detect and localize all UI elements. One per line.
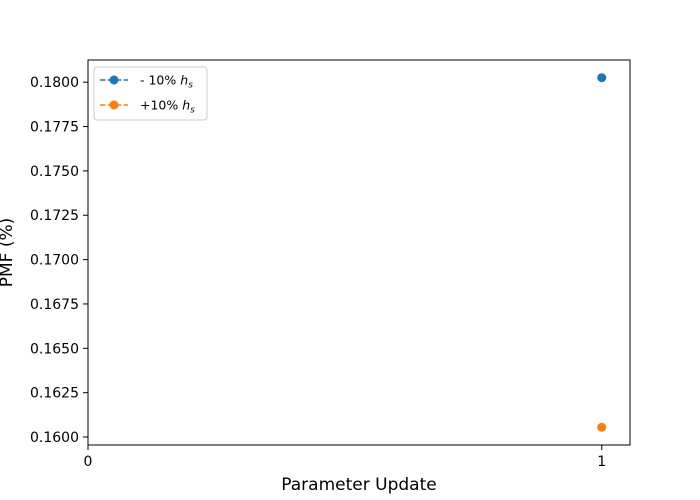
y-tick-label: 0.1675 xyxy=(30,297,79,313)
y-tick-label: 0.1800 xyxy=(30,75,79,91)
x-tick-label: 1 xyxy=(597,454,606,470)
y-tick-label: 0.1600 xyxy=(30,430,79,446)
legend-box xyxy=(93,66,208,121)
y-tick-label: 0.1725 xyxy=(30,208,79,224)
y-tick-label: 0.1750 xyxy=(30,164,79,180)
y-tick-label: 0.1650 xyxy=(30,341,79,357)
x-axis-title: Parameter Update xyxy=(281,475,436,495)
y-axis-title: PMF (%) xyxy=(0,218,17,288)
legend-marker xyxy=(109,75,119,85)
legend-label: +10% hs xyxy=(140,98,195,116)
plot-frame xyxy=(87,59,631,446)
y-axis: 0.1600 0.1625 0.1650 0.1675 0.1700 0.1725 0.17… xyxy=(30,75,88,446)
y-tick-label: 0.1700 xyxy=(30,253,79,269)
plot-area xyxy=(87,59,631,446)
legend: - 10% hs +10% hs xyxy=(93,66,208,121)
data-points xyxy=(597,73,607,432)
y-tick-label: 0.1775 xyxy=(30,120,79,136)
data-point-series-1 xyxy=(597,73,607,83)
legend-marker xyxy=(109,100,119,110)
legend-label: - 10% hs xyxy=(140,73,193,91)
y-tick-label: 0.1625 xyxy=(30,386,79,402)
x-tick-label: 0 xyxy=(84,454,93,470)
data-point-series-2 xyxy=(597,422,607,432)
